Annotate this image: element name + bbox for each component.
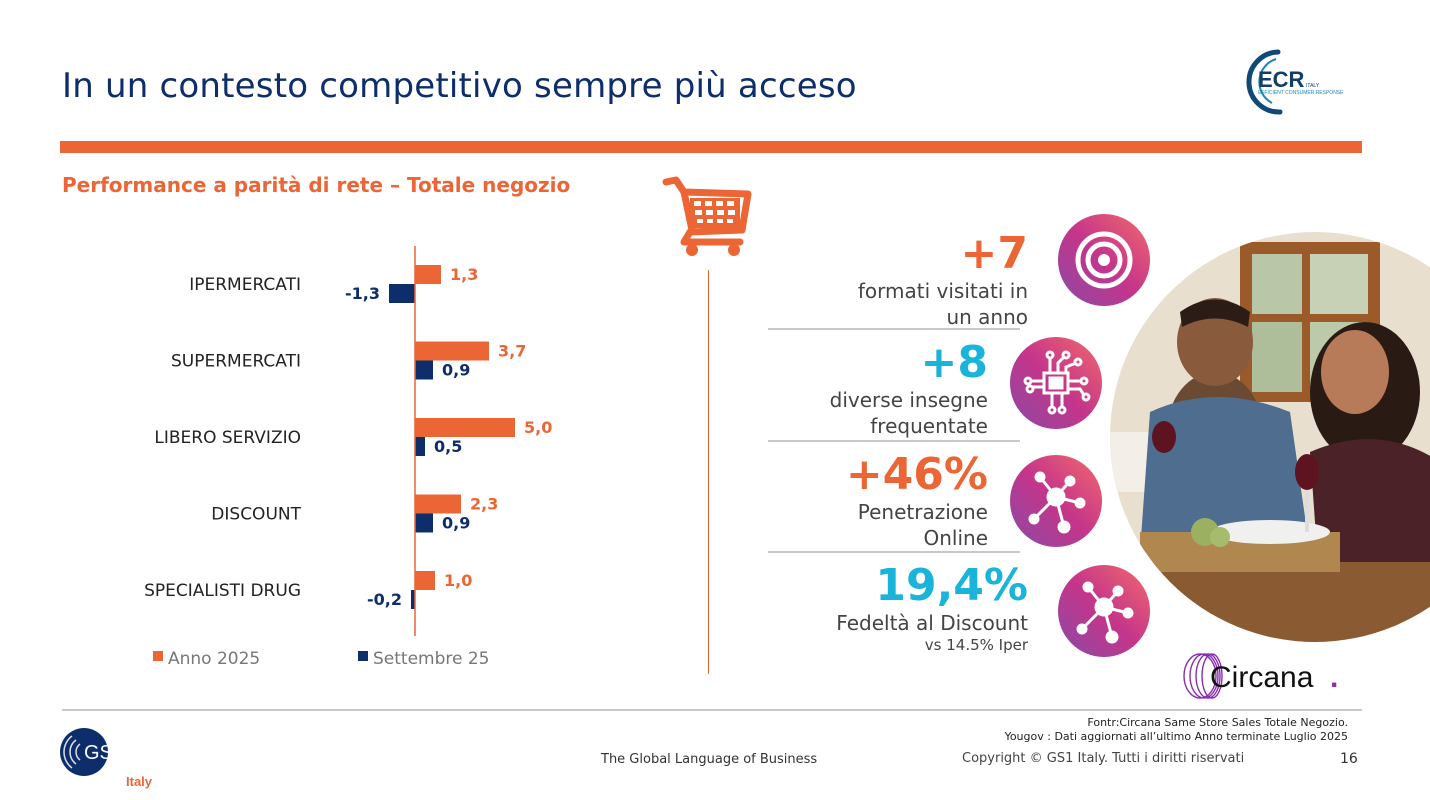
svg-text:.: .	[1330, 661, 1338, 694]
gs1-italy-logo: GS1 Italy	[58, 724, 158, 792]
copyright-notice: Copyright © GS1 Italy. Tutti i diritti r…	[962, 751, 1245, 766]
kpi-desc-line1: Fedeltà al Discount	[836, 611, 1028, 635]
source-line-1: Fontr:Circana Same Store Sales Totale Ne…	[1087, 716, 1348, 729]
network-hub-icon	[1058, 565, 1150, 657]
data-label: 3,7	[498, 342, 526, 361]
bar-chart: IPERMERCATI SUPERMERCATI LIBERO SERVIZIO DI…	[144, 246, 552, 669]
category-label: SUPERMERCATI	[171, 352, 301, 372]
kpi-fedelta-discount: 19,4% Fedeltà al Discount vs 14.5% Iper	[760, 560, 1028, 655]
category-label: SPECIALISTI DRUG	[144, 581, 301, 601]
legend-label-anno-2025: Anno 2025	[168, 649, 260, 669]
page-number: 16	[1340, 751, 1358, 767]
kpi-desc-line1: formati visitati in	[857, 279, 1028, 303]
bar-anno-2025	[415, 341, 489, 361]
kpi-desc-line2: frequentate	[870, 414, 988, 438]
category-label: DISCOUNT	[211, 505, 301, 525]
bar-anno-2025	[415, 265, 441, 284]
kpi-value: 19,4%	[875, 560, 1028, 611]
kpi-separator	[768, 440, 1020, 442]
kpi-value: +8	[920, 337, 988, 388]
chart-legend: Anno 2025 Settembre 25	[153, 649, 490, 669]
kpi-desc-line2: un anno	[946, 305, 1028, 329]
kpi-desc-line2: Online	[923, 526, 988, 550]
circuit-chip-icon	[1010, 337, 1102, 429]
footer-tagline: The Global Language of Business	[601, 752, 818, 767]
bar-settembre-25	[415, 360, 433, 380]
network-hub-icon	[1010, 455, 1102, 547]
bar-settembre-25	[389, 284, 415, 303]
data-label: 2,3	[470, 495, 498, 514]
ecr-logo-text: ECR	[1258, 67, 1305, 92]
kpi-separator	[768, 328, 1020, 330]
shopping-cart-icon	[662, 172, 752, 258]
kpi-separator	[768, 551, 1020, 553]
source-note: Fontr:Circana Same Store Sales Totale Ne…	[1005, 716, 1348, 744]
bar-anno-2025	[415, 571, 435, 590]
kpi-value: +7	[960, 228, 1028, 279]
kpi-formati-visitati: +7 formati visitati in un anno	[760, 232, 1028, 330]
data-label: 1,0	[444, 571, 472, 590]
legend-swatch-settembre-25	[358, 651, 368, 661]
kpi-insegne-frequentate: +8 diverse insegne frequentate	[760, 341, 988, 439]
footer-rule	[62, 709, 1362, 711]
circana-logo-text: Circana	[1210, 661, 1314, 694]
data-label: 5,0	[524, 418, 552, 437]
data-label: -1,3	[345, 284, 380, 303]
target-icon	[1058, 214, 1150, 306]
gs1-logo-text: GS1	[84, 742, 124, 764]
data-label: -0,2	[367, 590, 402, 609]
data-label: 1,3	[450, 265, 478, 284]
header-rule	[60, 141, 1362, 153]
legend-swatch-anno-2025	[153, 651, 163, 661]
kpi-desc-line2: vs 14.5% Iper	[924, 636, 1028, 654]
svg-text:Italy: Italy	[126, 774, 153, 789]
category-label: IPERMERCATI	[189, 275, 301, 295]
category-label: LIBERO SERVIZIO	[154, 428, 301, 448]
bar-anno-2025	[415, 418, 515, 437]
kpi-desc-line1: diverse insegne	[829, 388, 988, 412]
source-line-2: Yougov : Dati aggiornati all’ultimo Anno…	[1004, 730, 1348, 743]
chart-subtitle: Performance a parità di rete – Totale ne…	[62, 173, 571, 197]
svg-text:EFFICIENT CONSUMER RESPONSE: EFFICIENT CONSUMER RESPONSE	[1258, 90, 1344, 96]
data-label: 0,9	[442, 514, 470, 533]
bar-settembre-25	[411, 590, 415, 609]
vertical-divider	[708, 270, 709, 674]
couple-dining-photo	[1110, 232, 1430, 642]
bar-settembre-25	[415, 437, 425, 456]
legend-label-settembre-25: Settembre 25	[373, 649, 490, 669]
svg-text:ITALY: ITALY	[1306, 83, 1320, 89]
ecr-logo: ECR ITALY EFFICIENT CONSUMER RESPONSE	[1240, 46, 1360, 116]
data-label: 0,5	[434, 437, 462, 456]
kpi-value: +46%	[845, 449, 988, 500]
kpi-penetrazione-online: +46% Penetrazione Online	[760, 453, 988, 551]
data-label: 0,9	[442, 361, 470, 380]
bar-settembre-25	[415, 513, 433, 533]
slide-title: In un contesto competitivo sempre più ac…	[62, 66, 857, 106]
bar-anno-2025	[415, 494, 461, 514]
circana-logo: Circana .	[1178, 650, 1348, 702]
kpi-desc-line1: Penetrazione	[857, 500, 988, 524]
